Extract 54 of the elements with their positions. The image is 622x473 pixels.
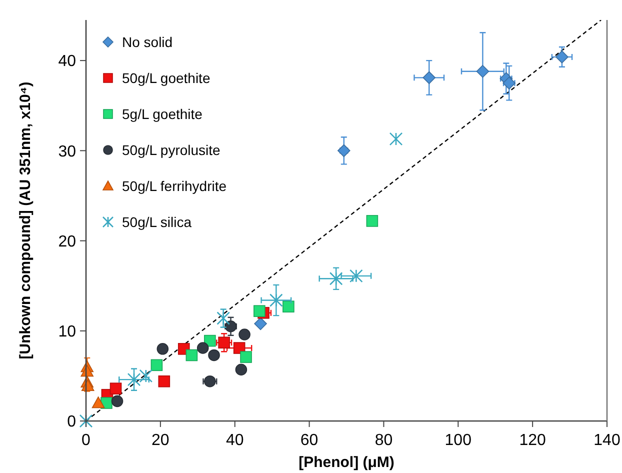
- legend-label: 50g/L silica: [122, 214, 192, 230]
- point: [204, 334, 216, 347]
- x-tick-label: 120: [519, 432, 546, 449]
- point: [218, 336, 230, 348]
- legend-label: No solid: [122, 34, 173, 50]
- legend-label: 50g/L goethite: [122, 70, 210, 86]
- x-tick-label: 0: [82, 432, 91, 449]
- y-tick-label: 30: [58, 143, 76, 160]
- point: [238, 328, 250, 340]
- point: [81, 379, 94, 392]
- point: [476, 64, 490, 78]
- point: [337, 144, 350, 158]
- point: [111, 395, 124, 408]
- point: [224, 320, 237, 332]
- legend-label: 50g/L ferrihydrite: [122, 178, 227, 194]
- point: [389, 132, 403, 146]
- y-tick-label: 40: [58, 53, 76, 70]
- point: [158, 375, 170, 388]
- point: [282, 300, 294, 312]
- point: [186, 349, 198, 362]
- y-tick-label: 10: [58, 323, 76, 340]
- point: [422, 71, 436, 84]
- point: [208, 349, 220, 362]
- point: [196, 342, 209, 354]
- x-tick-label: 60: [300, 432, 318, 449]
- x-tick-label: 40: [226, 432, 244, 449]
- point: [150, 359, 163, 372]
- point: [92, 396, 105, 408]
- point: [254, 317, 267, 330]
- x-tick-label: 140: [594, 432, 620, 449]
- y-axis-title: [Unkown compound] (AU 351nm, x10⁴): [17, 82, 34, 360]
- point: [127, 372, 141, 386]
- x-tick-label: 100: [444, 432, 472, 449]
- point: [502, 76, 516, 90]
- point: [350, 269, 363, 283]
- point: [216, 312, 230, 325]
- point: [240, 351, 252, 363]
- point: [270, 294, 283, 307]
- point: [366, 215, 378, 227]
- point: [254, 305, 266, 317]
- y-tick-label: 0: [67, 414, 76, 431]
- x-tick-label: 20: [152, 432, 170, 449]
- x-tick-label: 80: [374, 432, 393, 449]
- legend-label: 5g/L goethite: [122, 106, 203, 122]
- point: [204, 375, 216, 388]
- y-tick-label: 20: [58, 233, 76, 250]
- legend-label: 50g/L pyrolusite: [122, 142, 221, 158]
- point: [329, 272, 343, 286]
- x-axis-title: [Phenol] (μM): [298, 454, 394, 471]
- point: [110, 382, 122, 394]
- point: [79, 414, 93, 428]
- point: [556, 50, 568, 64]
- point: [156, 343, 169, 355]
- point: [235, 364, 248, 376]
